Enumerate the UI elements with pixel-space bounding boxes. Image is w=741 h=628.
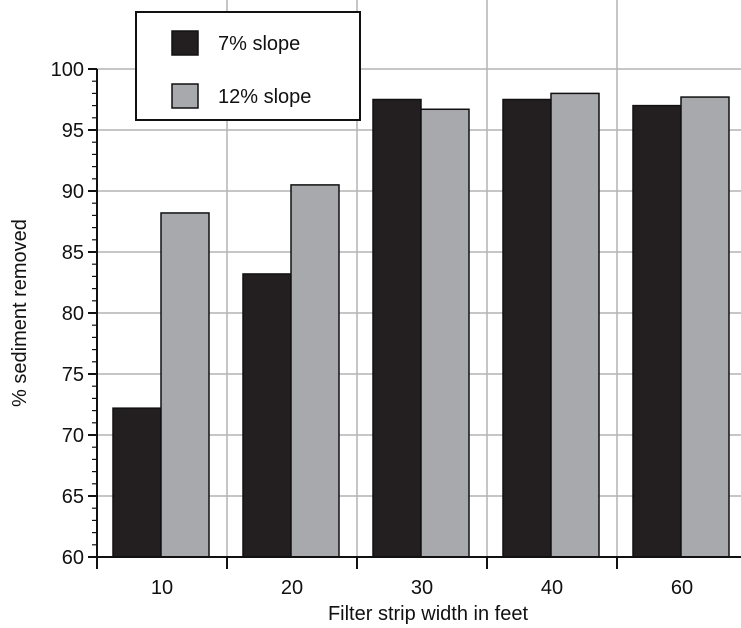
y-tick-label-90: 90	[62, 181, 84, 203]
y-tick-label-95: 95	[62, 120, 84, 142]
bar-10-7-percent	[112, 407, 162, 558]
legend: 7% slope 12% slope	[135, 11, 361, 121]
bar-20-12-percent	[290, 184, 340, 558]
x-axis-ticks: 10 20 30 40 60	[96, 557, 693, 599]
x-tick-label-60: 60	[671, 577, 693, 599]
legend-label-7-percent-slope: 7% slope	[218, 33, 300, 55]
legend-swatch-12-percent-slope	[171, 83, 199, 109]
legend-label-12-percent-slope: 12% slope	[218, 86, 311, 108]
bars	[112, 92, 730, 558]
y-tick-label-65: 65	[62, 486, 84, 508]
y-tick-label-100: 100	[51, 59, 84, 81]
x-tick-label-20: 20	[281, 577, 303, 599]
bar-40-7-percent	[502, 98, 552, 558]
y-tick-label-75: 75	[62, 364, 84, 386]
x-tick-label-40: 40	[541, 577, 563, 599]
bar-10-12-percent	[160, 212, 210, 558]
bar-40-12-percent	[550, 92, 600, 558]
y-tick-label-85: 85	[62, 242, 84, 264]
y-axis-ticks: 60 65 70 75 80 85 90 95 100	[51, 59, 97, 569]
x-tick-label-30: 30	[411, 577, 433, 599]
bar-60-12-percent	[680, 96, 730, 558]
y-tick-label-70: 70	[62, 425, 84, 447]
y-tick-label-80: 80	[62, 303, 84, 325]
bar-20-7-percent	[242, 273, 292, 558]
bar-30-12-percent	[420, 108, 470, 558]
legend-swatch-7-percent-slope	[171, 30, 199, 56]
bar-30-7-percent	[372, 98, 422, 558]
y-axis-label: % sediment removed	[9, 219, 31, 407]
bar-60-7-percent	[632, 104, 682, 558]
y-tick-label-60: 60	[62, 547, 84, 569]
x-tick-label-10: 10	[151, 577, 173, 599]
x-axis-label: Filter strip width in feet	[328, 603, 529, 625]
